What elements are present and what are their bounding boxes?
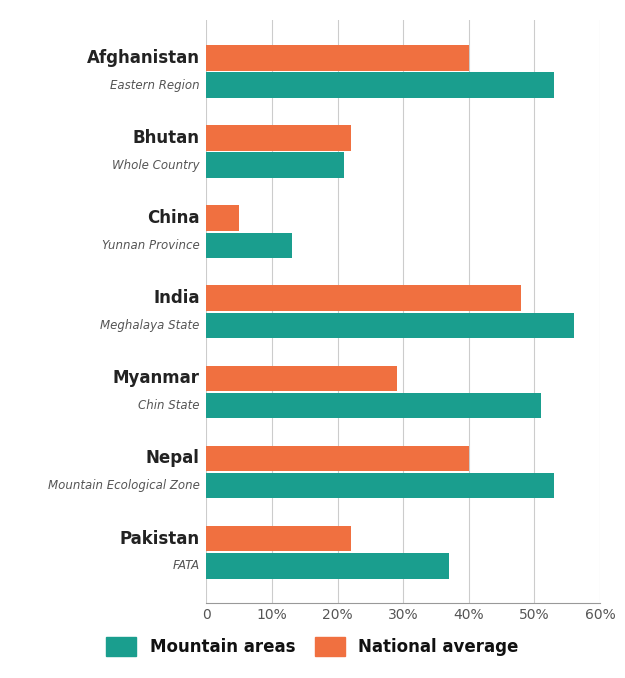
Bar — [206, 553, 449, 578]
Bar — [206, 313, 574, 338]
Text: India: India — [153, 290, 200, 307]
Bar — [206, 445, 469, 471]
Bar — [206, 393, 541, 418]
Bar — [206, 285, 521, 311]
Text: Chin State: Chin State — [138, 399, 200, 412]
Text: Eastern Region: Eastern Region — [110, 79, 200, 92]
Bar — [206, 473, 554, 498]
Bar — [206, 73, 554, 98]
Bar — [206, 365, 397, 391]
Text: Bhutan: Bhutan — [132, 129, 200, 147]
Text: Whole Country: Whole Country — [112, 159, 200, 172]
Text: Nepal: Nepal — [146, 450, 200, 467]
Legend: Mountain areas, National average: Mountain areas, National average — [99, 631, 526, 663]
Text: Afghanistan: Afghanistan — [87, 49, 200, 67]
Text: FATA: FATA — [173, 559, 200, 572]
Bar — [206, 233, 291, 258]
Text: Yunnan Province: Yunnan Province — [102, 239, 200, 252]
Bar — [206, 153, 344, 178]
Bar — [206, 205, 239, 231]
Text: Myanmar: Myanmar — [112, 370, 200, 387]
Text: Pakistan: Pakistan — [119, 530, 200, 548]
Text: Mountain Ecological Zone: Mountain Ecological Zone — [48, 479, 200, 492]
Text: China: China — [148, 210, 200, 227]
Bar — [206, 45, 469, 71]
Bar — [206, 125, 351, 151]
Text: Meghalaya State: Meghalaya State — [100, 319, 200, 332]
Bar — [206, 525, 351, 551]
